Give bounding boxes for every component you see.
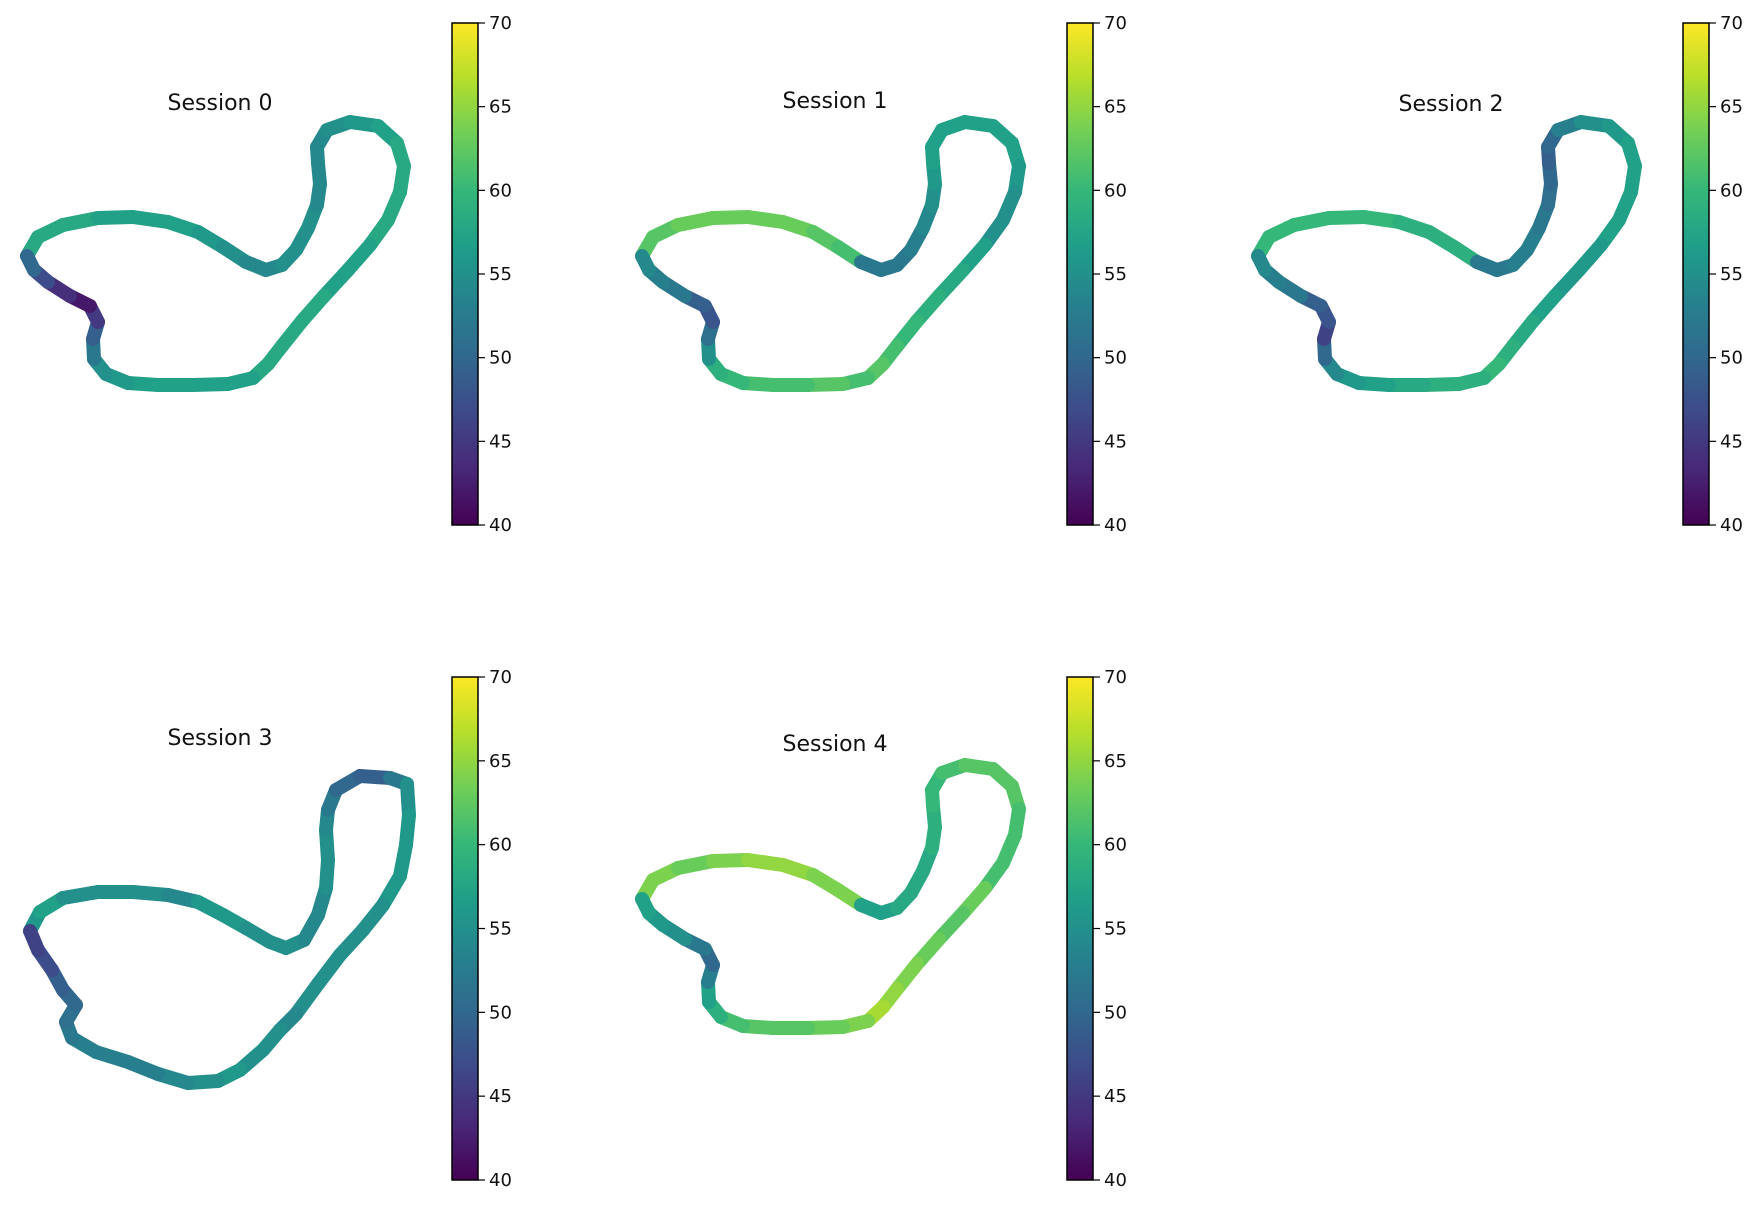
track-segment (635, 892, 656, 920)
panel-session-0: Session 0 40 45 50 55 60 65 70 (20, 13, 512, 536)
panel-session-2: Session 2 40 45 50 55 60 65 70 (1251, 13, 1743, 536)
colorbar-gradient (1066, 22, 1094, 526)
colorbar-tick-label: 50 (489, 348, 512, 369)
colorbar-tick-label: 70 (1104, 667, 1127, 688)
colorbar-gradient (1682, 22, 1710, 526)
colorbar-tick-label: 70 (1720, 13, 1743, 34)
colorbar-session-4: 40 45 50 55 60 65 70 (1066, 667, 1127, 1191)
colorbar-tick-label: 65 (489, 97, 512, 118)
colorbar-tick-label: 60 (1720, 180, 1743, 201)
colorbar-tick-label: 50 (489, 1002, 512, 1023)
track-session-1 (635, 115, 1026, 392)
panel-title: Session 0 (168, 91, 273, 116)
panel-session-4: Session 4 40 45 50 55 60 65 70 (635, 667, 1127, 1191)
colorbar-session-0: 40 45 50 55 60 65 70 (451, 13, 512, 536)
track-session-0 (20, 115, 411, 392)
track-segment (20, 249, 41, 277)
colorbar-tick-label: 55 (1104, 264, 1127, 285)
colorbar-tick-label: 55 (489, 919, 512, 940)
track-segment (1251, 249, 1272, 277)
colorbar-tick-label: 65 (1104, 97, 1127, 118)
track-segment (23, 924, 45, 957)
colorbar-tick-label: 55 (1104, 919, 1127, 940)
colorbar-tick-label: 60 (1104, 180, 1127, 201)
colorbar-gradient (1066, 676, 1094, 1181)
colorbar-tick-label: 40 (1104, 515, 1127, 536)
colorbar-tick-label: 40 (1720, 515, 1743, 536)
panel-title: Session 2 (1399, 92, 1504, 117)
panel-title: Session 4 (783, 732, 888, 757)
colorbar-tick-label: 55 (1720, 264, 1743, 285)
colorbar-tick-label: 65 (1720, 97, 1743, 118)
colorbar-tick-label: 50 (1104, 1002, 1127, 1023)
colorbar-tick-label: 50 (1720, 348, 1743, 369)
panel-title: Session 3 (168, 726, 273, 751)
colorbar-tick-label: 60 (1104, 835, 1127, 856)
colorbar-tick-label: 70 (489, 13, 512, 34)
colorbar-tick-label: 45 (1104, 1086, 1127, 1107)
colorbar-session-2: 40 45 50 55 60 65 70 (1682, 13, 1743, 536)
colorbar-session-3: 40 45 50 55 60 65 70 (451, 667, 512, 1191)
colorbar-tick-label: 70 (1104, 13, 1127, 34)
colorbar-tick-label: 45 (1104, 431, 1127, 452)
colorbar-session-1: 40 45 50 55 60 65 70 (1066, 13, 1127, 536)
colorbar-tick-label: 40 (489, 1170, 512, 1191)
colorbar-tick-label: 50 (1104, 348, 1127, 369)
colorbar-gradient (451, 22, 479, 526)
colorbar-gradient (451, 676, 479, 1181)
track-session-2 (1251, 115, 1642, 392)
track-session-3 (23, 769, 416, 1090)
colorbar-tick-label: 70 (489, 667, 512, 688)
colorbar-tick-label: 60 (489, 835, 512, 856)
colorbar-tick-label: 45 (1720, 431, 1743, 452)
colorbar-tick-label: 65 (1104, 751, 1127, 772)
panel-session-3: Session 3 40 45 50 55 60 65 70 (23, 667, 512, 1191)
colorbar-tick-label: 55 (489, 264, 512, 285)
colorbar-tick-label: 45 (489, 1086, 512, 1107)
colorbar-tick-label: 65 (489, 751, 512, 772)
track-session-4 (635, 758, 1026, 1035)
track-segment (635, 249, 656, 277)
colorbar-tick-label: 40 (1104, 1170, 1127, 1191)
colorbar-tick-label: 45 (489, 431, 512, 452)
panel-title: Session 1 (783, 89, 888, 114)
panel-session-1: Session 1 40 45 50 55 60 65 70 (635, 13, 1127, 536)
colorbar-tick-label: 60 (489, 180, 512, 201)
colorbar-tick-label: 40 (489, 515, 512, 536)
